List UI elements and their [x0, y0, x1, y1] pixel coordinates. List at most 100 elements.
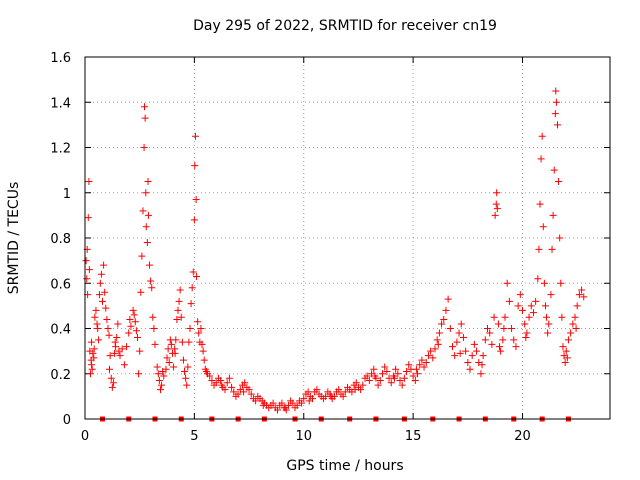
data-point [575, 291, 583, 299]
data-point [105, 331, 113, 339]
data-point [456, 349, 464, 357]
data-point [206, 372, 214, 380]
data-point [252, 397, 260, 405]
data-point [383, 367, 391, 375]
data-point [181, 367, 189, 375]
data-point [102, 304, 110, 312]
data-point [149, 313, 157, 321]
data-point [138, 252, 146, 260]
data-point [545, 320, 553, 328]
data-point [549, 211, 557, 219]
data-point [379, 370, 386, 378]
data-point [164, 345, 172, 353]
data-point [327, 392, 335, 400]
data-point [136, 347, 144, 355]
x-tick-label: 0 [81, 429, 89, 444]
data-point [192, 196, 200, 204]
data-point [190, 216, 198, 224]
data-point [304, 388, 312, 396]
data-point [228, 383, 236, 391]
data-point [412, 365, 420, 373]
data-point [543, 313, 551, 321]
data-point [109, 379, 117, 387]
data-point [85, 266, 93, 274]
data-point [501, 313, 509, 321]
data-point [391, 374, 399, 382]
data-point [365, 377, 373, 385]
x-tick-label: 20 [514, 429, 531, 444]
data-point [97, 270, 105, 278]
data-point [359, 381, 367, 389]
data-point [567, 329, 575, 337]
data-point [91, 313, 99, 321]
data-point [351, 386, 359, 394]
data-point [106, 365, 113, 373]
data-point [230, 388, 238, 396]
data-point [433, 336, 441, 344]
data-point [529, 309, 537, 317]
data-point [131, 318, 139, 326]
data-point [155, 377, 163, 385]
data-point [167, 340, 175, 348]
data-point [398, 381, 406, 389]
data-point [552, 98, 560, 106]
data-point [99, 297, 106, 305]
data-point [486, 329, 494, 337]
data-point [153, 363, 161, 371]
data-point [335, 386, 343, 394]
data-point [95, 291, 103, 299]
data-point [259, 401, 267, 409]
data-point [218, 381, 226, 389]
data-point [163, 354, 171, 362]
data-point [298, 399, 306, 407]
data-point [160, 372, 168, 380]
data-point [142, 223, 150, 231]
data-point [550, 166, 558, 174]
data-point [500, 325, 508, 332]
data-point [300, 395, 308, 403]
axis-ticks: 0 5 10 15 20 0 0.2 0.4 0.6 0.8 1 1.2 1.4 1.6 [50, 51, 610, 444]
x-axis-label: GPS time / hours [286, 458, 403, 474]
data-point [424, 352, 432, 360]
data-point [479, 352, 487, 360]
data-point [451, 352, 459, 360]
data-point [484, 325, 491, 332]
plot-frame [84, 56, 611, 420]
data-point [522, 334, 530, 342]
data-point [191, 162, 199, 170]
data-point [93, 320, 101, 328]
data-point [516, 291, 524, 299]
data-point [431, 345, 439, 353]
data-point [151, 340, 159, 348]
data-point [174, 306, 182, 314]
data-point [557, 279, 565, 287]
data-point [111, 338, 119, 346]
data-point [392, 365, 400, 373]
data-point [374, 381, 382, 389]
data-point [234, 390, 242, 398]
data-point [134, 334, 141, 342]
data-point [217, 377, 225, 385]
y-tick-label: 1.6 [50, 51, 71, 66]
data-point [420, 363, 428, 371]
data-point [241, 379, 249, 387]
x-tick-label: 5 [190, 429, 198, 444]
data-point [429, 354, 437, 362]
data-point [459, 334, 467, 342]
data-point [278, 399, 286, 407]
data-point [175, 297, 183, 305]
data-point [107, 374, 115, 382]
data-point [536, 200, 544, 208]
data-point [293, 401, 301, 409]
data-point [82, 257, 90, 265]
data-point [547, 291, 555, 299]
data-point [394, 370, 402, 378]
data-point [159, 367, 167, 375]
data-point [165, 358, 173, 366]
data-point [198, 340, 206, 348]
data-point [223, 379, 231, 387]
data-point [194, 318, 202, 326]
data-point [188, 284, 196, 292]
data-point [171, 349, 179, 357]
data-point [88, 365, 96, 373]
